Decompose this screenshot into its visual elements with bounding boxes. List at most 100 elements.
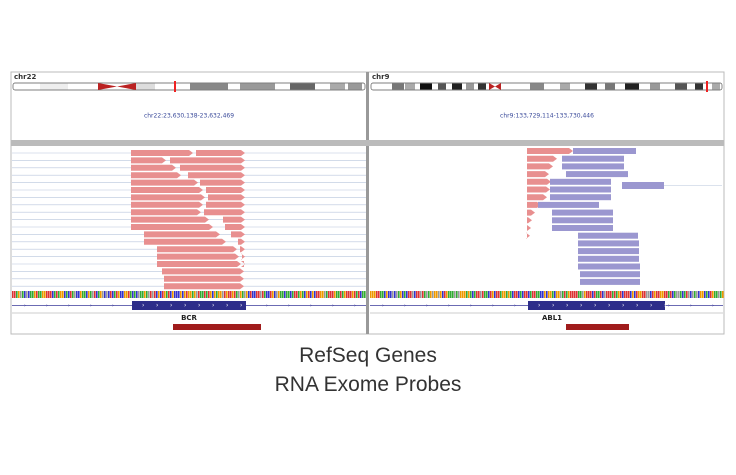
base <box>288 291 290 298</box>
base <box>570 291 572 298</box>
locus-marker <box>174 81 176 92</box>
strand-arrow: › <box>580 302 582 309</box>
base <box>614 291 616 298</box>
base <box>660 291 662 298</box>
strand-arrow: › <box>426 303 428 309</box>
strand-arrow: › <box>470 303 472 309</box>
base <box>480 291 482 298</box>
read <box>223 216 245 223</box>
cytoband <box>605 83 615 90</box>
strand-arrow: › <box>566 302 568 309</box>
cytoband <box>68 83 98 90</box>
base <box>436 291 438 298</box>
base <box>442 291 444 298</box>
base <box>26 291 28 298</box>
base <box>590 291 592 298</box>
base <box>560 291 562 298</box>
base <box>298 291 300 298</box>
base <box>46 291 48 298</box>
base <box>54 291 56 298</box>
base <box>430 291 432 298</box>
base <box>448 291 450 298</box>
cytoband <box>330 83 345 90</box>
strand-arrow: › <box>240 302 242 309</box>
base <box>100 291 102 298</box>
base <box>454 291 456 298</box>
base <box>690 291 692 298</box>
base <box>710 291 712 298</box>
base <box>678 291 680 298</box>
base <box>36 291 38 298</box>
base <box>604 291 606 298</box>
base <box>222 291 224 298</box>
cytoband <box>625 83 639 90</box>
cytoband <box>190 83 228 90</box>
base <box>630 291 632 298</box>
base <box>354 291 356 298</box>
base <box>280 291 282 298</box>
base <box>106 291 108 298</box>
base <box>56 291 58 298</box>
base <box>78 291 80 298</box>
probe <box>173 324 261 330</box>
base <box>256 291 258 298</box>
base <box>52 291 54 298</box>
base <box>612 291 614 298</box>
base <box>532 291 534 298</box>
base <box>356 291 358 298</box>
cytoband <box>466 83 474 90</box>
strand-arrow: › <box>170 302 172 309</box>
base <box>576 291 578 298</box>
read <box>526 232 530 239</box>
read <box>157 246 237 253</box>
base <box>50 291 52 298</box>
base <box>464 291 466 298</box>
base <box>512 291 514 298</box>
base <box>248 291 250 298</box>
base <box>154 291 156 298</box>
base <box>666 291 668 298</box>
base <box>632 291 634 298</box>
base <box>392 291 394 298</box>
read <box>241 261 245 267</box>
base <box>526 291 528 298</box>
read <box>578 240 639 247</box>
base <box>700 291 702 298</box>
base <box>694 291 696 298</box>
base <box>438 291 440 298</box>
base <box>64 291 66 298</box>
base <box>338 291 340 298</box>
read <box>527 163 553 170</box>
base <box>258 291 260 298</box>
caption: RefSeq Genes <box>299 344 437 367</box>
base <box>692 291 694 298</box>
base <box>12 291 14 298</box>
base <box>96 291 98 298</box>
base <box>30 291 32 298</box>
base <box>108 291 110 298</box>
read <box>527 155 557 162</box>
base <box>24 291 26 298</box>
base <box>32 291 34 298</box>
base <box>420 291 422 298</box>
base <box>588 291 590 298</box>
base <box>578 291 580 298</box>
base <box>634 291 636 298</box>
base <box>114 291 116 298</box>
gene-name: BCR <box>181 314 197 322</box>
base <box>326 291 328 298</box>
base <box>474 291 476 298</box>
cytoband <box>585 83 597 90</box>
base <box>654 291 656 298</box>
read <box>527 171 549 178</box>
base <box>276 291 278 298</box>
base <box>176 291 178 298</box>
base <box>350 291 352 298</box>
read <box>240 246 245 253</box>
base <box>542 291 544 298</box>
base <box>414 291 416 298</box>
base <box>186 291 188 298</box>
read <box>157 261 241 267</box>
base <box>130 291 132 298</box>
read <box>206 201 245 208</box>
